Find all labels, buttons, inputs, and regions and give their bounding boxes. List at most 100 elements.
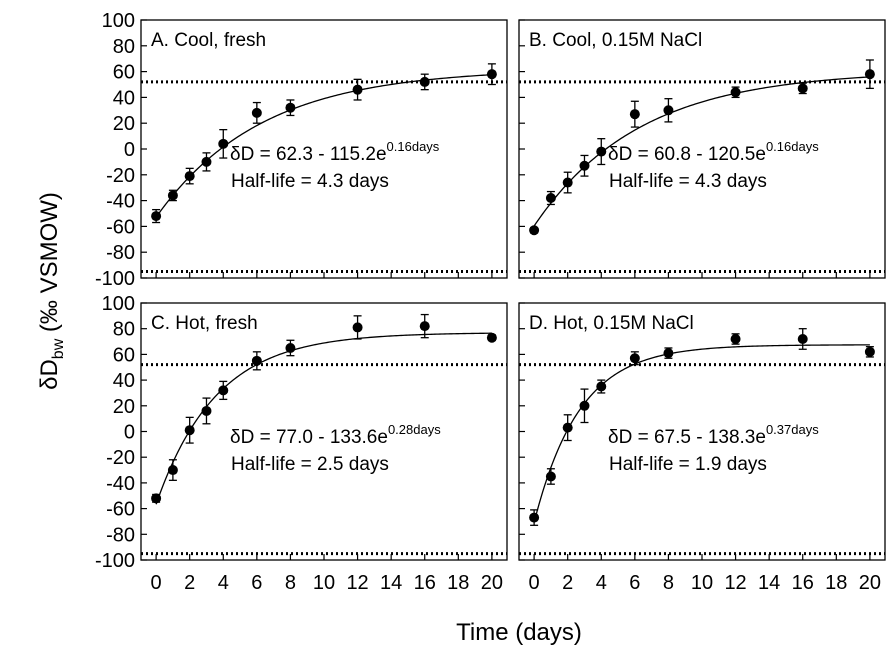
y-tick-label: 20 — [113, 396, 135, 418]
x-tick-label: 6 — [251, 572, 262, 594]
y-tick-label: 60 — [113, 344, 135, 366]
data-point — [419, 321, 430, 332]
half-life: Half-life = 4.3 days — [231, 171, 389, 192]
data-point — [529, 225, 540, 236]
x-tick-label: 20 — [859, 572, 881, 594]
y-tick-label: -60 — [106, 216, 135, 238]
fit-equation: δD = 62.3 - 115.2e0.16days — [230, 139, 440, 165]
data-point — [218, 385, 229, 396]
data-point — [184, 425, 195, 436]
fit-equation-exponent: 0.37days — [766, 422, 819, 437]
data-point — [545, 471, 556, 482]
data-point — [864, 69, 875, 80]
y-tick-label: -60 — [106, 499, 135, 521]
half-life: Half-life = 1.9 days — [609, 454, 767, 475]
x-tick-label: 4 — [596, 572, 607, 594]
data-point — [251, 107, 262, 118]
y-axis-title-sub: bw — [50, 338, 67, 359]
y-axis-title-delta: δD — [36, 359, 63, 390]
fit-equation: δD = 77.0 - 133.6e0.28days — [230, 422, 441, 448]
data-point — [201, 156, 212, 167]
x-tick-label: 20 — [481, 572, 503, 594]
data-point — [663, 105, 674, 116]
x-tick-label: 18 — [447, 572, 469, 594]
x-tick-label: 8 — [663, 572, 674, 594]
x-tick-label: 4 — [218, 572, 229, 594]
panel-label: B. Cool, 0.15M NaCl — [529, 30, 702, 51]
y-tick-label: 0 — [124, 422, 135, 444]
y-tick-label: -20 — [106, 165, 135, 187]
y-axis-title: δDbw (‰ VSMOW) — [36, 192, 67, 390]
data-point — [730, 87, 741, 98]
data-point — [184, 171, 195, 182]
panel-c: C. Hot, fresh δD = 77.0 - 133.6e0.28days H… — [140, 302, 508, 561]
fit-equation-exponent: 0.28days — [388, 422, 441, 437]
data-point — [352, 84, 363, 95]
data-point — [562, 422, 573, 433]
y-tick-label: 60 — [113, 62, 135, 84]
x-tick-label: 14 — [758, 572, 780, 594]
panel-label: C. Hot, fresh — [151, 313, 258, 334]
y-tick-label: 20 — [113, 113, 135, 135]
y-tick-label: -80 — [106, 242, 135, 264]
x-tick-label: 12 — [724, 572, 746, 594]
data-point — [579, 160, 590, 171]
data-point — [486, 69, 497, 80]
data-point — [419, 76, 430, 87]
panel-label: A. Cool, fresh — [151, 30, 266, 51]
x-tick-label: 10 — [313, 572, 335, 594]
fit-curve — [533, 344, 870, 523]
y-tick-labels: 100 80 60 40 20 0 -20 -40 -60 -80 -100 100 80 60 40 20 0… — [95, 10, 135, 572]
y-tick-label: -40 — [106, 473, 135, 495]
x-tick-label: 6 — [629, 572, 640, 594]
y-tick-label: 100 — [102, 10, 135, 32]
fit-curve — [533, 76, 870, 227]
x-tick-label: 16 — [792, 572, 814, 594]
data-point — [352, 322, 363, 333]
y-tick-label: -40 — [106, 191, 135, 213]
y-axis-title-rest: (‰ VSMOW) — [36, 192, 63, 339]
panel-d: D. Hot, 0.15M NaCl δD = 67.5 - 138.3e0.37… — [518, 302, 886, 561]
y-tick-label: -20 — [106, 447, 135, 469]
y-tick-label: 80 — [113, 319, 135, 341]
fit-equation-main: δD = 77.0 - 133.6e — [230, 427, 388, 448]
data-point — [151, 493, 162, 504]
y-tick-label: -80 — [106, 524, 135, 546]
data-point — [562, 177, 573, 188]
data-point — [201, 405, 212, 416]
data-point — [629, 353, 640, 364]
data-point — [579, 400, 590, 411]
fit-equation: δD = 60.8 - 120.5e0.16days — [608, 139, 819, 165]
fit-curve — [155, 74, 492, 218]
data-point — [596, 381, 607, 392]
data-point — [629, 109, 640, 120]
y-tick-label: -100 — [95, 550, 135, 572]
data-point — [167, 190, 178, 201]
data-point — [797, 83, 808, 94]
data-point — [151, 211, 162, 222]
y-tick-label: 80 — [113, 36, 135, 58]
x-tick-label: 2 — [562, 572, 573, 594]
data-point — [730, 333, 741, 344]
fit-equation: δD = 67.5 - 138.3e0.37days — [608, 422, 819, 448]
fit-equation-exponent: 0.16days — [387, 139, 440, 154]
fit-equation-main: δD = 67.5 - 138.3e — [608, 427, 766, 448]
x-tick-label: 0 — [151, 572, 162, 594]
data-point — [486, 332, 497, 343]
x-tick-label: 8 — [285, 572, 296, 594]
data-point — [797, 333, 808, 344]
fit-equation-main: δD = 60.8 - 120.5e — [608, 144, 766, 165]
x-tick-label: 12 — [346, 572, 368, 594]
data-point — [218, 138, 229, 149]
y-tick-label: 0 — [124, 139, 135, 161]
fit-equation-main: δD = 62.3 - 115.2e — [230, 144, 387, 165]
half-life: Half-life = 2.5 days — [231, 454, 389, 475]
y-tick-label: 40 — [113, 370, 135, 392]
y-tick-label: 100 — [102, 293, 135, 315]
panel-b: B. Cool, 0.15M NaCl δD = 60.8 - 120.5e0.1… — [518, 19, 886, 279]
data-point — [285, 342, 296, 353]
fit-equation-exponent: 0.16days — [766, 139, 819, 154]
data-point — [663, 348, 674, 359]
x-tick-label: 18 — [825, 572, 847, 594]
